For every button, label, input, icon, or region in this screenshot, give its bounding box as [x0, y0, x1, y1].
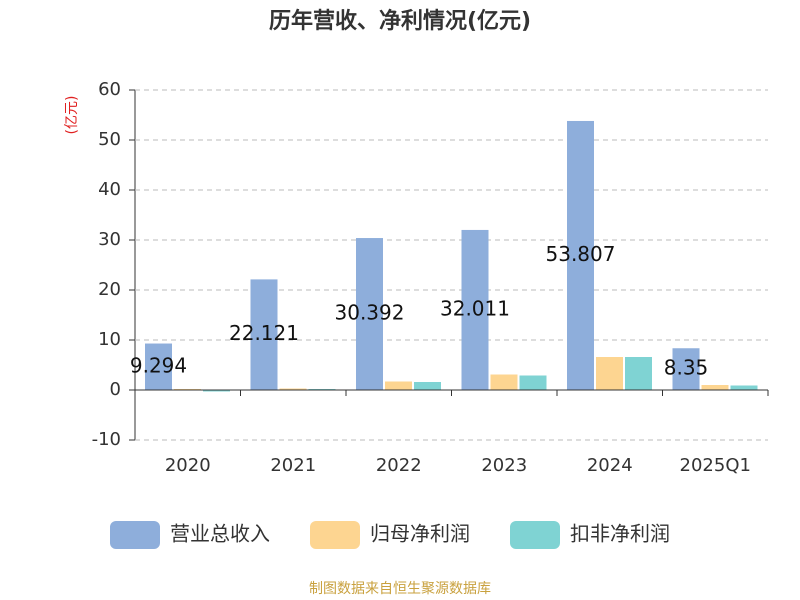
- bar: [414, 382, 441, 390]
- legend-swatch: [110, 521, 160, 549]
- bar: [672, 348, 700, 390]
- bar: [250, 279, 278, 390]
- bar: [461, 229, 489, 390]
- x-tick-label: 2024: [587, 455, 633, 476]
- y-tick-label: 50: [98, 129, 121, 150]
- data-label: 32.011: [440, 296, 510, 320]
- bar: [730, 385, 758, 390]
- data-label: 9.294: [130, 353, 187, 377]
- data-label: 30.392: [335, 301, 405, 325]
- legend-swatch: [510, 521, 560, 549]
- data-label: 8.35: [664, 356, 709, 380]
- legend-label: 归母净利润: [370, 522, 470, 546]
- bar: [625, 357, 652, 390]
- bar: [519, 375, 547, 390]
- y-axis-label: (亿元): [64, 96, 80, 135]
- y-tick-label: -10: [92, 429, 121, 450]
- bar: [490, 374, 518, 390]
- x-tick-label: 2025Q1: [680, 455, 751, 476]
- bar: [596, 357, 623, 390]
- bar: [567, 120, 594, 390]
- y-tick-label: 40: [98, 179, 121, 200]
- chart-title: 历年营收、净利情况(亿元): [269, 8, 531, 34]
- legend-label: 扣非净利润: [570, 522, 670, 546]
- data-label: 53.807: [546, 242, 616, 266]
- source-note: 制图数据来自恒生聚源数据库: [309, 581, 491, 597]
- x-tick-label: 2021: [270, 455, 316, 476]
- y-tick-label: 60: [98, 79, 121, 100]
- x-tick-label: 2020: [165, 455, 211, 476]
- legend-swatch: [310, 521, 360, 549]
- y-tick-label: 30: [98, 229, 121, 250]
- bar: [356, 238, 383, 390]
- bar: [385, 381, 412, 390]
- bar: [145, 343, 172, 390]
- x-tick-label: 2022: [376, 455, 422, 476]
- bar: [701, 385, 729, 390]
- y-tick-label: 10: [98, 329, 121, 350]
- bar: [279, 388, 307, 390]
- x-tick-label: 2023: [481, 455, 527, 476]
- bar: [203, 390, 230, 392]
- y-tick-label: 20: [98, 279, 121, 300]
- legend-label: 营业总收入: [170, 522, 270, 546]
- y-tick-label: 0: [110, 379, 121, 400]
- data-label: 22.121: [229, 321, 299, 345]
